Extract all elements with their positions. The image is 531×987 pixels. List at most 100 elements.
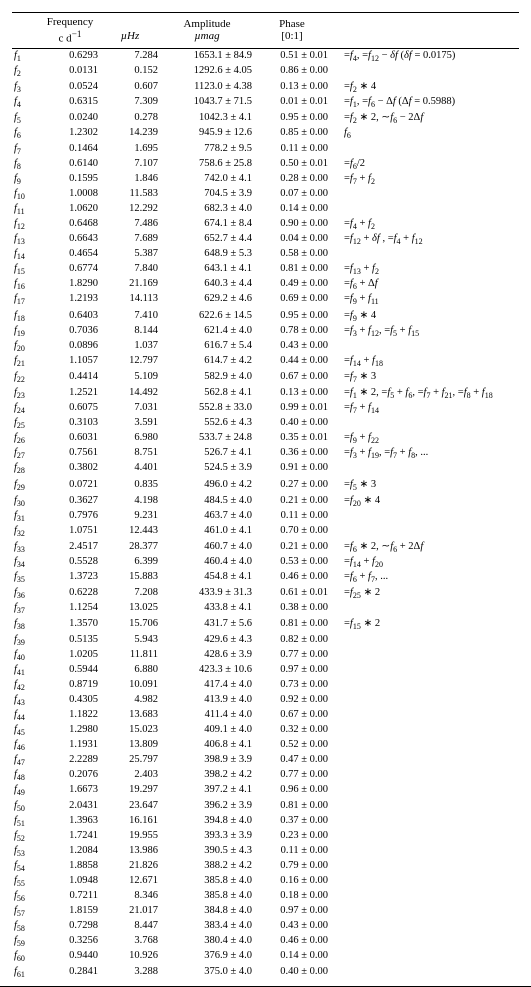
cell-amplitude: 396.2 ± 3.9 (160, 799, 254, 814)
cell-frequency: 0.3627 (40, 493, 100, 509)
cell-amplitude: 461.0 ± 4.1 (160, 524, 254, 539)
cell-uhz: 8.447 (100, 919, 160, 934)
cell-uhz: 13.986 (100, 844, 160, 859)
cell-frequency: 1.8858 (40, 859, 100, 874)
cell-note: =f6/2 (330, 157, 519, 172)
cell-amplitude: 704.5 ± 3.9 (160, 187, 254, 202)
cell-uhz: 14.113 (100, 292, 160, 307)
cell-note (330, 904, 519, 919)
cell-frequency: 0.6468 (40, 217, 100, 232)
cell-phase: 0.92 ± 0.00 (254, 693, 330, 708)
cell-frequency: 0.0721 (40, 477, 100, 493)
table-row: f150.67747.840643.1 ± 4.10.81 ± 0.00=f13… (12, 262, 519, 277)
cell-uhz: 12.671 (100, 874, 160, 889)
cell-frequency: 1.1254 (40, 601, 100, 616)
row-index: f21 (12, 354, 40, 369)
cell-phase: 0.13 ± 0.00 (254, 79, 330, 95)
cell-note (330, 829, 519, 844)
row-index: f35 (12, 570, 40, 585)
cell-phase: 0.23 ± 0.00 (254, 829, 330, 844)
cell-frequency: 0.4654 (40, 247, 100, 262)
header-phase: Phase [0:1] (254, 13, 330, 49)
table-row: f491.667319.297397.2 ± 4.10.96 ± 0.00 (12, 783, 519, 798)
row-index: f44 (12, 708, 40, 723)
row-index: f30 (12, 493, 40, 509)
cell-frequency: 1.1057 (40, 354, 100, 369)
cell-frequency: 1.2521 (40, 385, 100, 401)
table-row: f410.59446.880423.3 ± 10.60.97 ± 0.00 (12, 663, 519, 678)
cell-amplitude: 385.8 ± 4.0 (160, 874, 254, 889)
cell-amplitude: 674.1 ± 8.4 (160, 217, 254, 232)
row-index: f58 (12, 919, 40, 934)
table-row: f600.944010.926376.9 ± 4.00.14 ± 0.00 (12, 949, 519, 964)
cell-frequency: 0.6403 (40, 308, 100, 324)
cell-note (330, 633, 519, 648)
cell-note (330, 678, 519, 693)
cell-frequency: 0.5944 (40, 663, 100, 678)
cell-phase: 0.37 ± 0.00 (254, 814, 330, 829)
cell-uhz: 7.284 (100, 48, 160, 64)
cell-amplitude: 533.7 ± 24.8 (160, 431, 254, 446)
cell-phase: 0.01 ± 0.01 (254, 95, 330, 110)
cell-note: =f12 + δf , =f4 + f12 (330, 232, 519, 247)
table-row: f80.61407.107758.6 ± 25.80.50 ± 0.01=f6/… (12, 157, 519, 172)
cell-frequency: 0.6774 (40, 262, 100, 277)
cell-uhz: 7.410 (100, 308, 160, 324)
cell-uhz: 8.346 (100, 889, 160, 904)
cell-phase: 0.53 ± 0.00 (254, 555, 330, 570)
cell-phase: 0.81 ± 0.00 (254, 799, 330, 814)
cell-frequency: 0.7036 (40, 324, 100, 339)
cell-phase: 0.47 ± 0.00 (254, 753, 330, 768)
header-amp-title: Amplitude (183, 18, 230, 30)
cell-note: =f14 + f18 (330, 354, 519, 369)
cell-amplitude: 454.8 ± 4.1 (160, 570, 254, 585)
row-index: f60 (12, 949, 40, 964)
table-row: f571.815921.017384.8 ± 4.00.97 ± 0.00 (12, 904, 519, 919)
cell-frequency: 0.9440 (40, 949, 100, 964)
cell-note: =f7 + f2 (330, 172, 519, 187)
cell-note: =f4 + f2 (330, 217, 519, 232)
cell-note (330, 64, 519, 79)
row-index: f23 (12, 385, 40, 401)
cell-phase: 0.36 ± 0.00 (254, 446, 330, 461)
cell-phase: 0.11 ± 0.00 (254, 142, 330, 157)
cell-uhz: 21.826 (100, 859, 160, 874)
cell-frequency: 2.4517 (40, 539, 100, 555)
cell-note (330, 416, 519, 431)
cell-amplitude: 648.9 ± 5.3 (160, 247, 254, 262)
table-row: f211.105712.797614.7 ± 4.20.44 ± 0.00=f1… (12, 354, 519, 369)
cell-amplitude: 524.5 ± 3.9 (160, 461, 254, 476)
cell-uhz: 6.399 (100, 555, 160, 570)
cell-note: =f13 + f2 (330, 262, 519, 277)
table-row: f401.020511.811428.6 ± 3.90.77 ± 0.00 (12, 648, 519, 663)
cell-phase: 0.52 ± 0.00 (254, 738, 330, 753)
cell-amplitude: 376.9 ± 4.0 (160, 949, 254, 964)
cell-amplitude: 413.9 ± 4.0 (160, 693, 254, 708)
table-row: f461.193113.809406.8 ± 4.10.52 ± 0.00 (12, 738, 519, 753)
cell-uhz: 12.797 (100, 354, 160, 369)
row-index: f1 (12, 48, 40, 64)
cell-amplitude: 552.6 ± 4.3 (160, 416, 254, 431)
cell-amplitude: 1043.7 ± 71.5 (160, 95, 254, 110)
cell-note: =f7 ∗ 3 (330, 369, 519, 385)
row-index: f47 (12, 753, 40, 768)
cell-amplitude: 552.8 ± 33.0 (160, 401, 254, 416)
row-index: f5 (12, 110, 40, 126)
cell-phase: 0.96 ± 0.00 (254, 783, 330, 798)
table-body: f10.62937.2841653.1 ± 84.90.51 ± 0.01=f4… (12, 48, 519, 979)
cell-phase: 0.77 ± 0.00 (254, 648, 330, 663)
cell-note (330, 663, 519, 678)
cell-note: =f3 + f19, =f7 + f8, ... (330, 446, 519, 461)
table-row: f10.62937.2841653.1 ± 84.90.51 ± 0.01=f4… (12, 48, 519, 64)
cell-uhz: 15.023 (100, 723, 160, 738)
cell-frequency: 0.7298 (40, 919, 100, 934)
cell-uhz: 7.309 (100, 95, 160, 110)
cell-frequency: 2.0431 (40, 799, 100, 814)
table-row: f451.298015.023409.1 ± 4.00.32 ± 0.00 (12, 723, 519, 738)
row-index: f16 (12, 277, 40, 292)
cell-uhz: 0.835 (100, 477, 160, 493)
cell-uhz: 15.883 (100, 570, 160, 585)
table-row: f200.08961.037616.7 ± 5.40.43 ± 0.00 (12, 339, 519, 354)
row-index: f4 (12, 95, 40, 110)
cell-amplitude: 431.7 ± 5.6 (160, 616, 254, 632)
